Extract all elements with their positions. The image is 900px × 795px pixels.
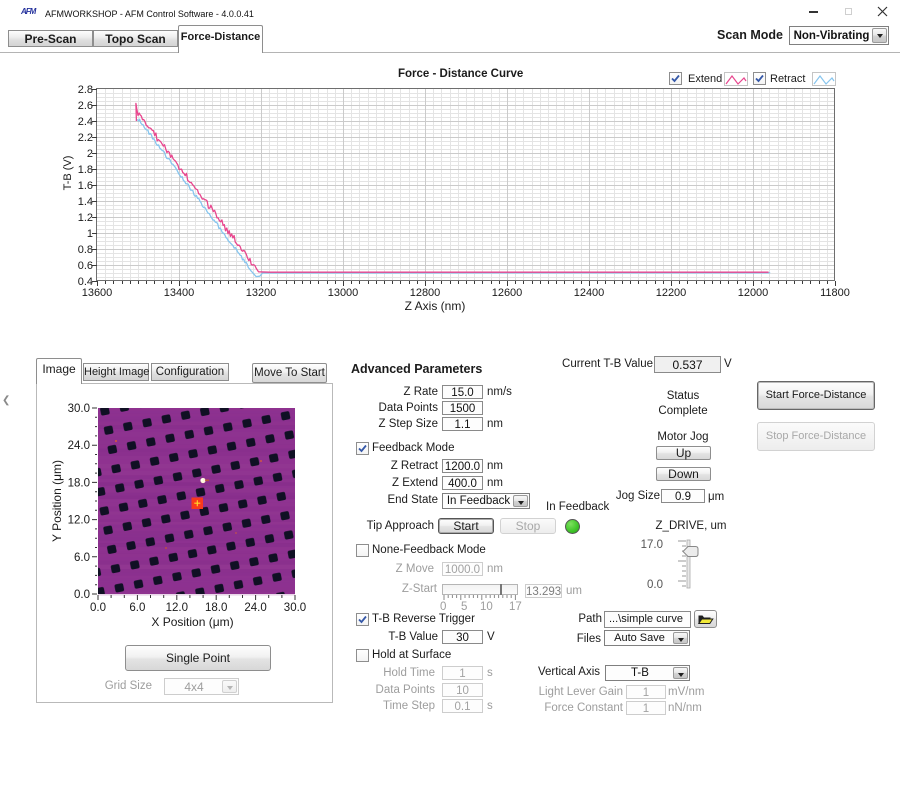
svg-text:2: 2	[87, 148, 93, 160]
svg-text:18.0: 18.0	[68, 477, 90, 489]
svg-text:Y Position (μm): Y Position (μm)	[50, 460, 64, 542]
svg-text:12200: 12200	[656, 287, 687, 299]
svg-text:6.0: 6.0	[129, 602, 145, 614]
svg-text:0.4: 0.4	[78, 276, 93, 288]
svg-text:0.8: 0.8	[78, 244, 93, 256]
svg-text:X Position (μm): X Position (μm)	[151, 615, 233, 629]
svg-text:18.0: 18.0	[205, 602, 227, 614]
svg-text:12.0: 12.0	[166, 602, 188, 614]
svg-text:2.2: 2.2	[78, 132, 93, 144]
svg-text:11800: 11800	[820, 287, 850, 299]
svg-text:13200: 13200	[246, 287, 277, 299]
svg-text:2.6: 2.6	[78, 100, 93, 112]
svg-text:T-B (V): T-B (V)	[62, 156, 74, 191]
svg-text:24.0: 24.0	[68, 440, 90, 452]
svg-text:6.0: 6.0	[74, 552, 90, 564]
svg-text:2.8: 2.8	[78, 84, 93, 96]
svg-text:2.4: 2.4	[78, 116, 93, 128]
svg-text:0.6: 0.6	[78, 260, 93, 272]
svg-text:13000: 13000	[328, 287, 359, 299]
svg-text:24.0: 24.0	[244, 602, 266, 614]
svg-text:12600: 12600	[492, 287, 523, 299]
svg-text:12400: 12400	[574, 287, 605, 299]
svg-text:12800: 12800	[410, 287, 441, 299]
svg-text:1.8: 1.8	[78, 164, 93, 176]
svg-text:1.2: 1.2	[78, 212, 93, 224]
svg-text:12.0: 12.0	[68, 515, 90, 527]
svg-text:13600: 13600	[82, 287, 113, 299]
svg-text:0.0: 0.0	[90, 602, 106, 614]
svg-text:13400: 13400	[164, 287, 195, 299]
svg-text:0.0: 0.0	[74, 589, 90, 601]
svg-text:1.4: 1.4	[78, 196, 93, 208]
svg-text:12000: 12000	[738, 287, 769, 299]
svg-text:30.0: 30.0	[68, 403, 90, 415]
svg-text:Z Axis (nm): Z Axis (nm)	[405, 299, 466, 313]
svg-text:1.6: 1.6	[78, 180, 93, 192]
svg-text:30.0: 30.0	[284, 602, 306, 614]
svg-text:1: 1	[87, 228, 93, 240]
